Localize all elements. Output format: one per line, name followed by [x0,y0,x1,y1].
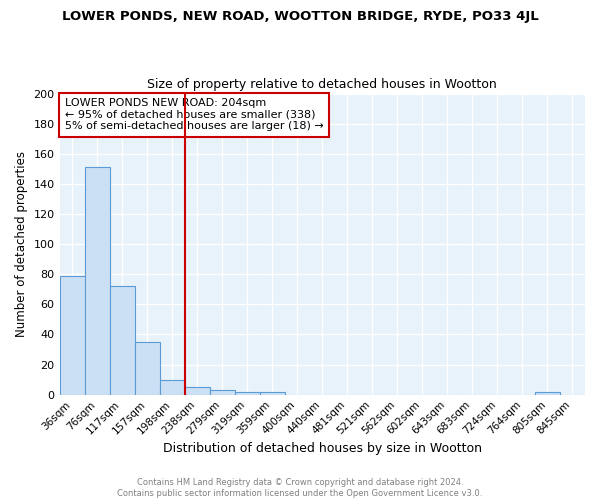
Y-axis label: Number of detached properties: Number of detached properties [15,151,28,337]
X-axis label: Distribution of detached houses by size in Wootton: Distribution of detached houses by size … [163,442,482,455]
Title: Size of property relative to detached houses in Wootton: Size of property relative to detached ho… [148,78,497,91]
Text: Contains HM Land Registry data © Crown copyright and database right 2024.
Contai: Contains HM Land Registry data © Crown c… [118,478,482,498]
Bar [110,286,134,395]
Bar [59,276,85,394]
Bar [209,390,235,394]
Bar [185,387,209,394]
Bar [134,342,160,394]
Bar [235,392,260,394]
Bar [260,392,285,394]
Bar [160,380,185,394]
Text: LOWER PONDS, NEW ROAD, WOOTTON BRIDGE, RYDE, PO33 4JL: LOWER PONDS, NEW ROAD, WOOTTON BRIDGE, R… [62,10,538,23]
Bar [85,168,110,394]
Bar [535,392,560,394]
Text: LOWER PONDS NEW ROAD: 204sqm
← 95% of detached houses are smaller (338)
5% of se: LOWER PONDS NEW ROAD: 204sqm ← 95% of de… [65,98,323,132]
